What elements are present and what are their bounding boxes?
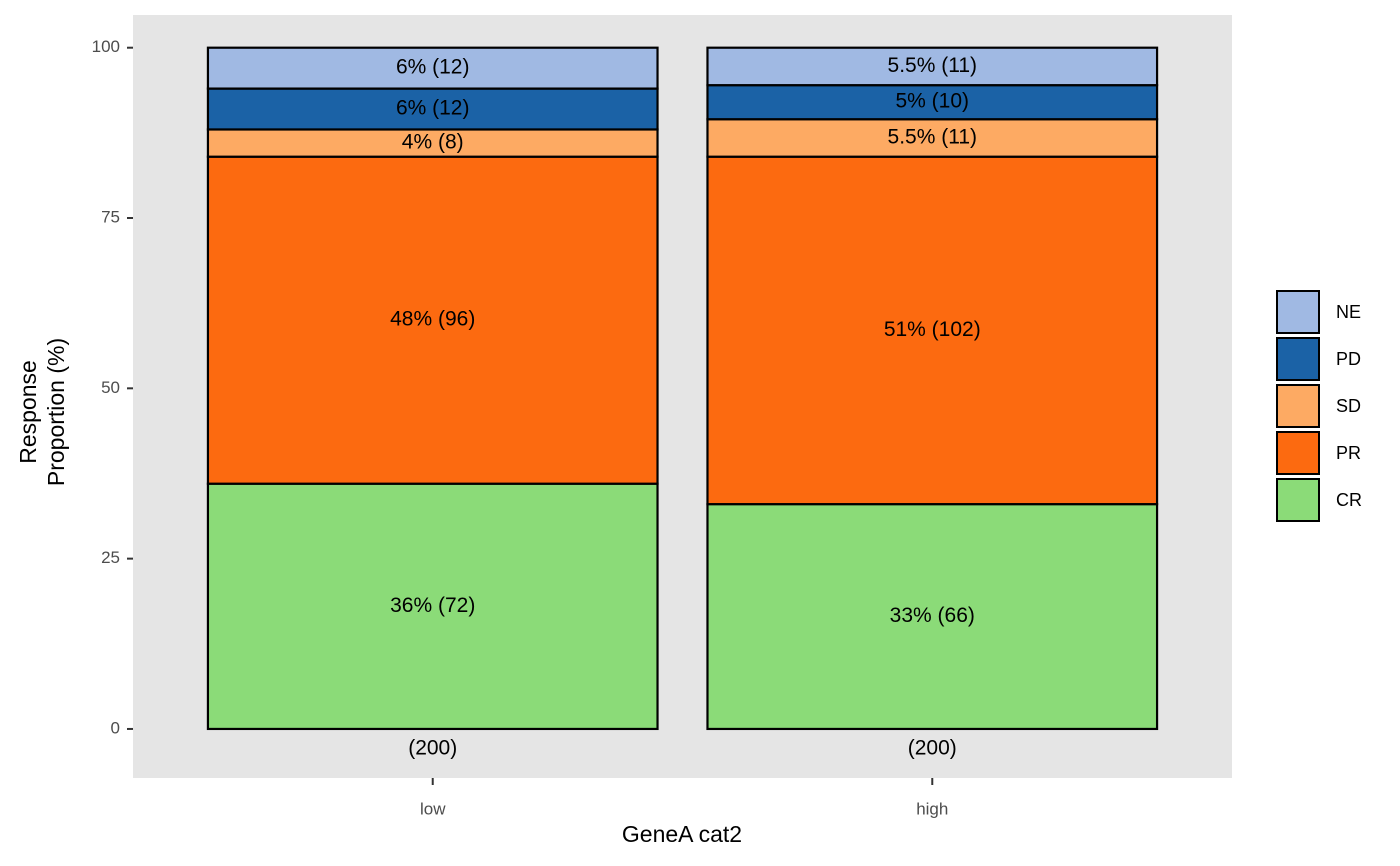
data-label: 5.5% (11) (888, 54, 978, 77)
y-tick-label: 0 (111, 718, 120, 737)
y-tick-label: 75 (101, 207, 120, 226)
data-label: 51% (102) (884, 318, 981, 341)
legend-label: SD (1336, 396, 1361, 416)
y-tick-label: 50 (101, 378, 120, 397)
data-label: 4% (8) (402, 131, 464, 154)
y-axis-title: Response Proportion (%) (15, 338, 69, 486)
legend-label: PR (1336, 443, 1361, 463)
bar-segment (706, 503, 1159, 731)
legend-key (1276, 384, 1320, 428)
data-label: 5% (10) (896, 90, 970, 113)
legend-key (1276, 337, 1320, 381)
bar-segment (206, 46, 659, 90)
bar-segment (706, 84, 1159, 121)
y-axis-title-line: Proportion (%) (43, 338, 69, 486)
count-label: (200) (408, 737, 457, 760)
legend-label: NE (1336, 302, 1361, 322)
y-tick-label: 25 (101, 548, 120, 567)
data-label: 33% (66) (890, 604, 975, 627)
legend-label: CR (1336, 490, 1362, 510)
x-tick-label: high (916, 799, 948, 818)
legend-key (1276, 290, 1320, 334)
bar-segment (206, 87, 659, 131)
data-label: 48% (96) (390, 308, 475, 331)
legend-key (1276, 478, 1320, 522)
bar-segment (206, 155, 659, 485)
bar-segment (206, 482, 659, 731)
y-axis-title-line: Response (15, 360, 41, 464)
x-axis-title: GeneA cat2 (622, 821, 742, 847)
bar-segment (706, 118, 1159, 158)
count-label: (200) (908, 737, 957, 760)
data-label: 5.5% (11) (888, 126, 978, 149)
bar-segment (706, 46, 1159, 87)
legend-key (1276, 431, 1320, 475)
data-label: 6% (12) (396, 56, 470, 79)
legend-label: PD (1336, 349, 1361, 369)
bar-segment (706, 155, 1159, 506)
y-tick-label: 100 (92, 37, 120, 56)
data-label: 36% (72) (390, 594, 475, 617)
data-label: 6% (12) (396, 97, 470, 120)
x-tick-label: low (420, 799, 446, 818)
